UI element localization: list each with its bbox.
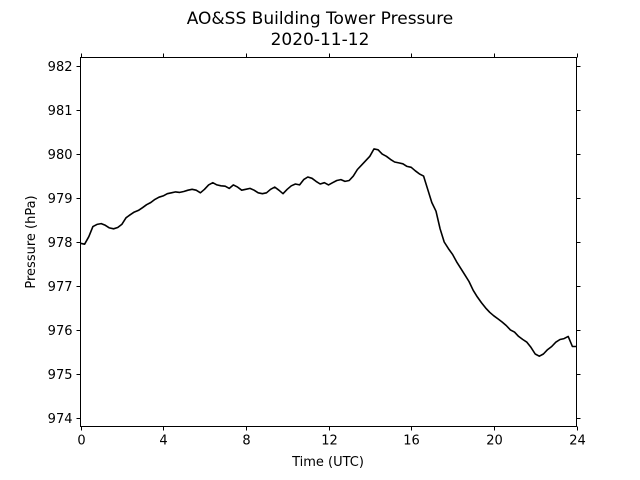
chart-title: AO&SS Building Tower Pressure xyxy=(187,9,454,29)
x-tick-label: 12 xyxy=(321,434,338,449)
y-tick-label: 980 xyxy=(48,148,73,163)
y-tick-label: 977 xyxy=(48,280,73,295)
y-tick-label: 982 xyxy=(48,60,73,75)
series-line-pressure xyxy=(80,148,577,357)
x-tick-label: 4 xyxy=(159,434,167,449)
y-tick-label: 975 xyxy=(48,368,73,383)
chart-subtitle: 2020-11-12 xyxy=(271,30,370,50)
y-axis-tick-labels: 974 975 976 977 978 979 980 981 982 xyxy=(48,60,73,427)
plot-frame xyxy=(80,57,577,427)
x-tick-label: 16 xyxy=(403,434,420,449)
y-tick-label: 981 xyxy=(48,104,73,119)
axis-ticks xyxy=(76,53,581,431)
x-tick-label: 0 xyxy=(77,434,85,449)
x-tick-label: 24 xyxy=(569,434,586,449)
y-axis-label: Pressure (hPa) xyxy=(24,195,39,288)
x-tick-label: 20 xyxy=(486,434,503,449)
y-tick-label: 979 xyxy=(48,192,73,207)
y-tick-label: 976 xyxy=(48,324,73,339)
x-axis-tick-labels: 0 4 8 12 16 20 24 xyxy=(77,434,585,449)
x-axis-label: Time (UTC) xyxy=(291,455,364,470)
y-tick-label: 978 xyxy=(48,236,73,251)
x-tick-label: 8 xyxy=(242,434,250,449)
y-tick-label: 974 xyxy=(48,412,73,427)
